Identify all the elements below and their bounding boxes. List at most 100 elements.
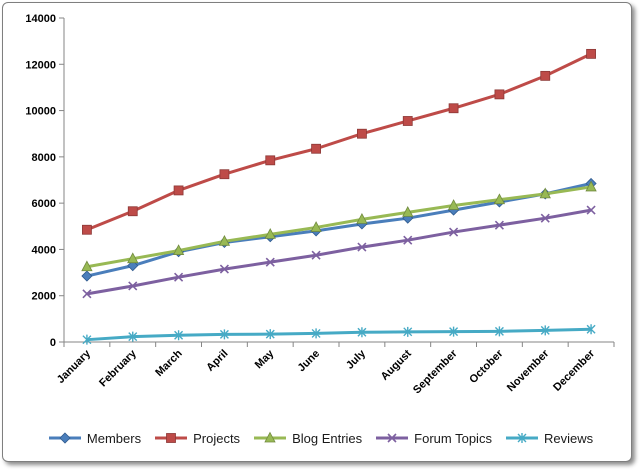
series-line-forum-topics: [86, 208, 592, 296]
data-point-reviews: [219, 329, 229, 340]
data-point-blog-entries: [310, 221, 322, 232]
x-tick-label: November: [505, 347, 552, 394]
data-point-reviews: [128, 331, 138, 342]
data-point-blog-entries: [264, 431, 276, 443]
data-point-blog-entries: [493, 193, 506, 205]
legend-swatch-blog-entries: [254, 431, 287, 443]
data-point-reviews: [540, 325, 550, 336]
data-point-projects: [82, 224, 92, 235]
data-point-forum-topics: [219, 264, 229, 274]
data-point-projects: [265, 155, 276, 166]
y-tick-label: 8000: [32, 152, 56, 164]
series-line-reviews: [86, 327, 592, 342]
series-line-projects: [86, 52, 592, 232]
legend-item-blog-entries: Blog Entries: [252, 431, 362, 446]
data-point-projects: [357, 128, 367, 139]
y-tick-label: 6000: [32, 198, 56, 210]
data-point-forum-topics: [265, 257, 275, 267]
legend-item-members: Members: [47, 431, 141, 446]
data-point-blog-entries: [402, 206, 414, 217]
data-point-members: [81, 270, 93, 282]
data-point-projects: [540, 70, 551, 81]
y-tick-label: 0: [50, 337, 56, 349]
data-point-members: [59, 432, 71, 444]
y-tick-label: 4000: [32, 244, 56, 256]
data-point-reviews: [265, 329, 275, 340]
series-line-blog-entries: [86, 185, 592, 269]
x-tick-label: February: [97, 347, 139, 389]
x-tick-label: December: [551, 347, 598, 394]
data-point-forum-topics: [449, 227, 459, 237]
data-point-reviews: [174, 330, 184, 341]
data-point-blog-entries: [81, 260, 93, 272]
data-point-reviews: [82, 334, 92, 345]
legend-label: Reviews: [543, 430, 594, 446]
x-tick-label: March: [153, 347, 185, 379]
series-forum-topics: [82, 205, 596, 299]
data-point-forum-topics: [174, 272, 184, 282]
y-tick-label: 12000: [25, 59, 56, 71]
legend-swatch-projects: [155, 433, 188, 443]
data-point-forum-topics: [357, 242, 367, 252]
data-point-blog-entries: [585, 180, 597, 192]
legend-swatch-members: [48, 432, 81, 444]
data-point-forum-topics: [387, 433, 397, 443]
legend-item-reviews: Reviews: [504, 431, 593, 446]
data-point-forum-topics: [540, 213, 550, 223]
data-point-projects: [494, 89, 505, 100]
x-tick-label: April: [204, 348, 230, 374]
x-tick-label: October: [467, 347, 506, 386]
data-point-projects: [173, 185, 184, 196]
data-point-forum-topics: [494, 220, 504, 230]
data-point-projects: [166, 433, 176, 443]
legend-swatch-forum-topics: [376, 433, 409, 443]
legend-label: Projects: [193, 430, 241, 446]
data-point-reviews: [494, 326, 504, 337]
data-point-blog-entries: [127, 252, 139, 264]
data-point-forum-topics: [128, 281, 138, 291]
legend: Members Projects Blog Entries Forum Topics R…: [0, 428, 640, 448]
data-point-projects: [311, 143, 321, 154]
data-point-blog-entries: [356, 212, 368, 224]
data-point-reviews: [586, 324, 596, 335]
legend-label: Blog Entries: [292, 430, 363, 446]
series-layer: [81, 48, 597, 345]
data-point-forum-topics: [311, 250, 321, 260]
data-point-members: [127, 260, 139, 272]
legend-label: Forum Topics: [414, 430, 492, 446]
legend-label: Members: [86, 430, 142, 446]
data-point-blog-entries: [539, 187, 551, 199]
x-tick-label: June: [296, 348, 323, 375]
data-point-projects: [219, 169, 230, 180]
y-tick-label: 14000: [25, 13, 56, 25]
series-blog-entries: [81, 180, 597, 272]
data-point-reviews: [311, 328, 321, 339]
x-tick-label: September: [411, 347, 460, 396]
series-members: [81, 177, 597, 282]
data-point-reviews: [357, 327, 367, 338]
legend-item-forum-topics: Forum Topics: [374, 431, 492, 446]
data-point-reviews: [517, 433, 527, 443]
data-point-projects: [402, 116, 413, 126]
data-point-forum-topics: [403, 235, 413, 245]
data-point-projects: [586, 48, 596, 59]
x-tick-label: July: [344, 347, 369, 372]
legend-item-projects: Projects: [153, 431, 240, 446]
data-point-reviews: [403, 326, 413, 337]
data-point-forum-topics: [586, 205, 596, 215]
x-tick-label: January: [55, 347, 94, 386]
series-reviews: [82, 324, 596, 345]
data-point-blog-entries: [264, 228, 276, 239]
data-point-projects: [127, 206, 138, 217]
series-projects: [82, 48, 596, 235]
legend-swatch-reviews: [505, 433, 538, 443]
data-point-blog-entries: [172, 244, 185, 255]
x-tick-label: May: [253, 347, 277, 371]
data-point-blog-entries: [447, 199, 460, 210]
data-point-projects: [448, 103, 459, 114]
data-point-forum-topics: [82, 289, 92, 299]
x-tick-label: August: [379, 347, 415, 383]
y-tick-label: 10000: [25, 106, 56, 118]
y-tick-label: 2000: [32, 291, 56, 303]
